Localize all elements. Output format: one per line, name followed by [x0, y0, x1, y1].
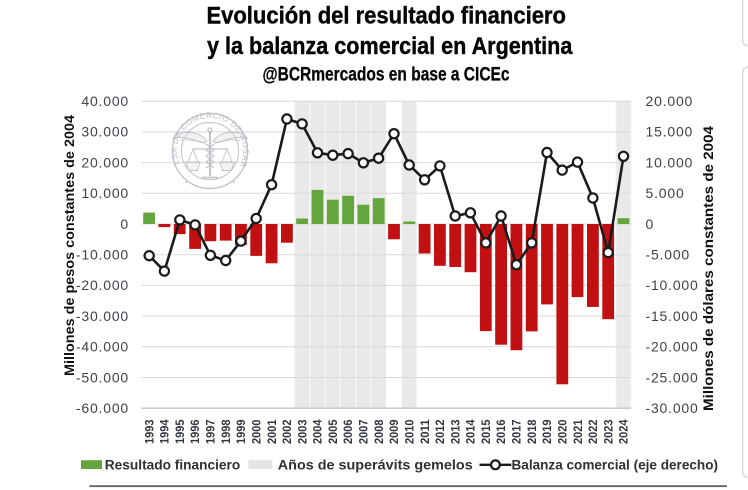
svg-text:2009: 2009 — [389, 420, 401, 445]
svg-text:1999: 1999 — [236, 420, 248, 445]
svg-text:10.000: 10.000 — [646, 154, 694, 170]
svg-text:2008: 2008 — [374, 419, 386, 444]
svg-text:0: 0 — [646, 216, 655, 232]
svg-text:-20.000: -20.000 — [646, 339, 699, 355]
svg-text:2002: 2002 — [282, 420, 294, 445]
svg-text:1994: 1994 — [160, 419, 172, 444]
svg-text:2020: 2020 — [558, 420, 570, 445]
svg-text:Balanza comercial (eje derecho: Balanza comercial (eje derecho) — [512, 458, 719, 473]
svg-text:1997: 1997 — [206, 420, 218, 445]
svg-text:@BCRmercados en base a CICEc: @BCRmercados en base a CICEc — [263, 65, 510, 86]
svg-text:2000: 2000 — [251, 420, 263, 445]
svg-text:1998: 1998 — [221, 419, 233, 444]
svg-text:2019: 2019 — [542, 420, 554, 445]
svg-text:-10.000: -10.000 — [646, 277, 699, 293]
svg-text:2022: 2022 — [588, 420, 600, 445]
svg-text:1995: 1995 — [175, 419, 187, 444]
svg-text:2015: 2015 — [481, 419, 493, 444]
svg-text:-25.000: -25.000 — [646, 369, 699, 385]
svg-text:-40.000: -40.000 — [76, 339, 129, 355]
svg-text:1996: 1996 — [190, 420, 202, 445]
svg-text:-15.000: -15.000 — [646, 308, 699, 324]
svg-text:2001: 2001 — [267, 419, 279, 444]
svg-text:2007: 2007 — [359, 420, 371, 445]
svg-text:2004: 2004 — [313, 419, 325, 444]
svg-text:2023: 2023 — [603, 420, 615, 445]
svg-text:0: 0 — [120, 216, 129, 232]
svg-text:2024: 2024 — [619, 419, 631, 444]
svg-text:2021: 2021 — [573, 419, 585, 444]
svg-text:20.000: 20.000 — [646, 93, 694, 109]
svg-text:2018: 2018 — [527, 419, 539, 444]
svg-text:Millones de dólares constantes: Millones de dólares constantes de 2004 — [700, 126, 716, 411]
svg-text:40.000: 40.000 — [81, 93, 129, 109]
svg-text:Millones de pesos constantes d: Millones de pesos constantes de 2004 — [61, 115, 77, 376]
svg-text:Resultado financiero: Resultado financiero — [105, 458, 240, 473]
svg-text:2016: 2016 — [496, 420, 508, 445]
svg-text:2014: 2014 — [466, 419, 478, 444]
svg-text:-30.000: -30.000 — [76, 308, 129, 324]
svg-text:y la balanza comercial en Arge: y la balanza comercial en Argentina — [207, 33, 573, 60]
svg-text:-20.000: -20.000 — [76, 277, 129, 293]
svg-text:2011: 2011 — [420, 419, 432, 444]
svg-text:2005: 2005 — [328, 419, 340, 444]
svg-text:Años de superávits gemelos: Años de superávits gemelos — [278, 458, 473, 473]
svg-text:2017: 2017 — [512, 420, 524, 445]
svg-text:2003: 2003 — [297, 420, 309, 445]
svg-text:30.000: 30.000 — [81, 124, 129, 140]
svg-text:10.000: 10.000 — [81, 185, 129, 201]
svg-text:20.000: 20.000 — [81, 154, 129, 170]
svg-text:-50.000: -50.000 — [76, 369, 129, 385]
svg-text:Evolución del resultado financ: Evolución del resultado financiero — [206, 2, 566, 29]
svg-text:15.000: 15.000 — [646, 124, 694, 140]
svg-text:-60.000: -60.000 — [76, 400, 129, 416]
svg-text:2012: 2012 — [435, 420, 447, 445]
svg-text:2006: 2006 — [343, 420, 355, 445]
svg-text:-10.000: -10.000 — [76, 247, 129, 263]
svg-text:-5.000: -5.000 — [646, 247, 691, 263]
svg-text:5.000: 5.000 — [646, 185, 685, 201]
svg-text:1993: 1993 — [144, 420, 156, 445]
svg-text:2010: 2010 — [404, 420, 416, 445]
svg-text:2013: 2013 — [450, 420, 462, 445]
svg-text:-30.000: -30.000 — [646, 400, 699, 416]
